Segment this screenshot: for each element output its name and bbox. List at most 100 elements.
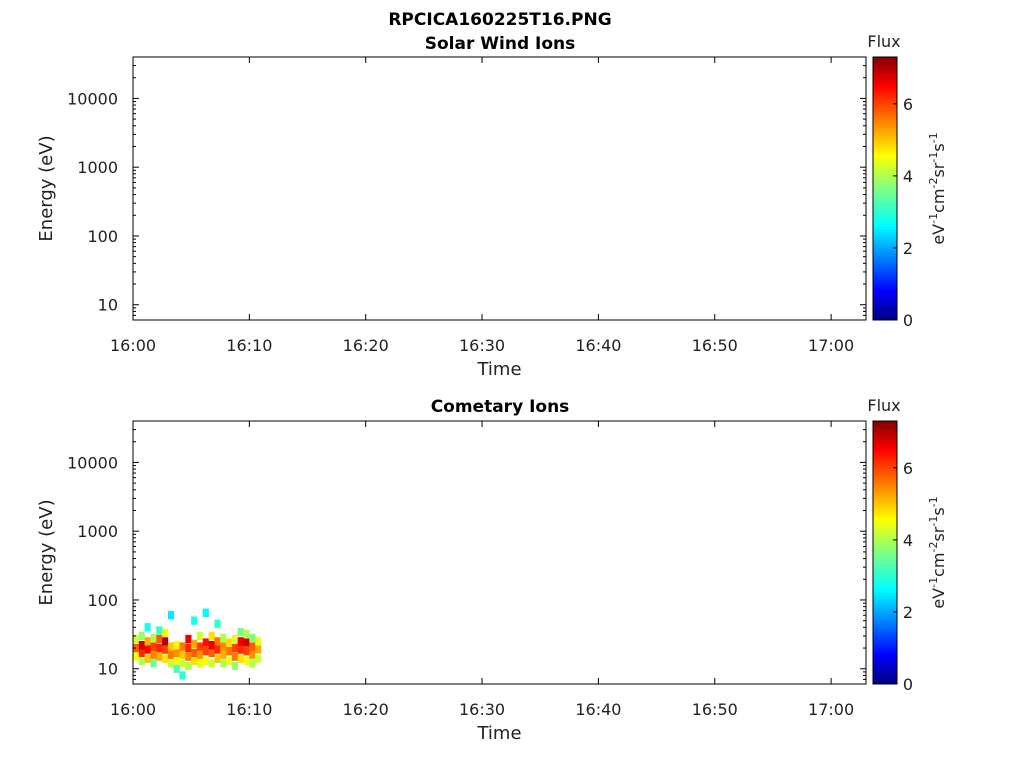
heatmap-cell xyxy=(220,642,227,651)
heatmap-cell xyxy=(220,633,227,643)
heatmap-cell xyxy=(202,647,209,656)
unit-exponent: -1 xyxy=(927,132,940,143)
plot-frame xyxy=(132,420,867,685)
heatmap-cell xyxy=(243,647,250,656)
x-axis-label: Time xyxy=(476,723,521,744)
unit-base: cm xyxy=(929,553,948,577)
heatmap-cell xyxy=(167,642,175,651)
unit-base: sr xyxy=(929,162,948,177)
heatmap-cell xyxy=(185,634,192,644)
panel-title: Cometary Ions xyxy=(431,397,570,417)
x-tick-label: 16:00 xyxy=(110,700,156,719)
heatmap-cell xyxy=(173,664,180,673)
heatmap-cell xyxy=(156,634,163,644)
heatmap-cell xyxy=(231,652,239,661)
figure-title: RPCICA160225T16.PNG xyxy=(388,10,611,30)
heatmap-cell xyxy=(231,634,239,644)
heatmap-cell xyxy=(144,623,151,632)
heatmap-cell xyxy=(173,648,180,658)
x-tick-label: 16:30 xyxy=(459,336,505,355)
heatmap-cell xyxy=(162,645,169,654)
heatmap-cell xyxy=(179,642,186,651)
heatmap-cell xyxy=(208,641,215,650)
y-tick-label: 100 xyxy=(87,227,118,246)
unit-base: cm xyxy=(929,189,948,213)
colorbar-tick-label: 0 xyxy=(903,311,913,330)
heatmap-cell xyxy=(231,643,239,653)
heatmap-cell xyxy=(167,650,175,659)
heatmap-cell xyxy=(208,631,215,641)
heatmap-cell xyxy=(237,654,244,663)
heatmap-cell xyxy=(191,648,198,658)
heatmap-cell xyxy=(196,631,204,641)
heatmap-cell xyxy=(138,641,145,650)
x-tick-label: 16:20 xyxy=(343,700,389,719)
colorbar-title: Flux xyxy=(867,396,900,415)
x-tick-label: 16:10 xyxy=(226,336,272,355)
heatmap-cell xyxy=(226,647,233,656)
unit-base: sr xyxy=(929,526,948,541)
heatmap-cell xyxy=(191,616,198,625)
y-tick-label: 1000 xyxy=(77,522,118,541)
heatmap-cell xyxy=(214,645,221,654)
heatmap-cell xyxy=(237,628,244,637)
heatmap-cell xyxy=(249,659,256,668)
heatmap-cell xyxy=(150,659,157,668)
unit-exponent: -1 xyxy=(927,213,940,224)
colorbar-frame xyxy=(872,56,898,321)
heatmap-cell xyxy=(156,626,163,635)
colorbar-tick-label: 2 xyxy=(903,603,913,622)
y-tick-label: 10000 xyxy=(67,453,118,472)
heatmap-cell xyxy=(185,652,192,661)
heatmap-cell xyxy=(162,628,169,638)
unit-base: eV xyxy=(929,588,948,609)
heatmap-cell xyxy=(144,645,151,654)
colorbar-gradient xyxy=(873,57,897,320)
x-tick-label: 16:10 xyxy=(226,700,272,719)
x-tick-label: 16:40 xyxy=(575,700,621,719)
heatmap-cell xyxy=(133,634,140,644)
heatmap-cell xyxy=(138,648,145,658)
plot-frame xyxy=(132,56,867,321)
unit-exponent: -1 xyxy=(927,516,940,527)
y-tick-label: 1000 xyxy=(77,158,118,177)
heatmap-cell xyxy=(249,650,256,659)
heatmap-cell xyxy=(144,654,151,663)
heatmap-cell xyxy=(185,661,192,671)
heatmap-cell xyxy=(156,652,163,661)
heatmap-cell xyxy=(150,633,157,643)
heatmap-cell xyxy=(214,637,221,646)
heatmap-cell xyxy=(179,671,186,680)
heatmap-cell xyxy=(179,659,186,668)
heatmap-cell xyxy=(191,639,198,649)
unit-base: s xyxy=(929,507,948,515)
colorbar-title: Flux xyxy=(867,32,900,51)
heatmap-cell xyxy=(173,641,180,650)
heatmap-cell xyxy=(196,650,204,659)
heatmap-cell xyxy=(243,638,250,647)
heatmap-cells xyxy=(133,608,262,680)
unit-base: eV xyxy=(929,224,948,245)
heatmap-cell xyxy=(138,656,145,666)
y-axis: 10 100 1000 10000 Energy (eV) xyxy=(36,420,866,685)
x-tick-label: 16:50 xyxy=(692,336,738,355)
heatmap-cell xyxy=(191,656,198,666)
y-axis-label: Energy (eV) xyxy=(36,135,57,241)
x-axis-label: Time xyxy=(476,359,521,380)
heatmap-cell xyxy=(156,643,163,653)
heatmap-cell xyxy=(179,650,186,659)
heatmap-cell xyxy=(249,642,256,651)
colorbar-tick-label: 4 xyxy=(903,531,913,550)
unit-exponent: -2 xyxy=(927,178,940,189)
x-tick-label: 16:20 xyxy=(343,336,389,355)
heatmap-cell xyxy=(255,645,262,654)
heatmap-cell xyxy=(162,654,169,663)
heatmap-cell xyxy=(196,642,204,651)
x-tick-label: 16:50 xyxy=(692,700,738,719)
heatmap-cell xyxy=(150,650,157,659)
x-axis: 16:00 16:10 16:20 16:30 16:40 16:50 17:00 Time xyxy=(110,57,854,380)
unit-exponent: -1 xyxy=(927,152,940,163)
heatmap-cell xyxy=(243,656,250,666)
heatmap-cell xyxy=(237,645,244,654)
